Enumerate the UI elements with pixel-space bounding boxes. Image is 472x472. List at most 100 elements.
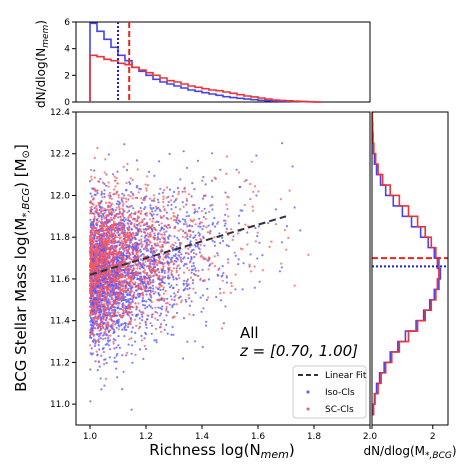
sc-cls-point [126, 162, 129, 166]
iso-cls-point [104, 184, 108, 187]
iso-cls-point [150, 244, 153, 247]
sc-cls-point [90, 330, 93, 333]
iso-cls-point [165, 230, 168, 233]
sc-cls-point [120, 239, 123, 242]
sc-cls-point [168, 268, 171, 271]
iso-cls-point [152, 279, 155, 282]
sc-cls-point [213, 265, 217, 268]
sc-cls-point [118, 243, 121, 246]
sc-cls-point [127, 282, 130, 285]
sc-cls-point [104, 229, 107, 232]
iso-cls-point [89, 368, 92, 371]
sc-cls-point [161, 267, 165, 270]
iso-cls-point [125, 189, 128, 192]
iso-cls-point [117, 259, 120, 262]
iso-cls-point [237, 263, 240, 266]
sc-cls-point [123, 290, 126, 293]
sc-cls-point [127, 194, 130, 197]
iso-cls-point [135, 313, 138, 316]
iso-cls-point [93, 207, 96, 210]
iso-cls-point [173, 292, 176, 295]
sc-cls-point [189, 234, 192, 237]
iso-cls-point [134, 302, 137, 305]
iso-cls-point [182, 150, 185, 153]
sc-cls-point [100, 301, 103, 304]
sc-cls-point [146, 184, 149, 187]
iso-cls-point [209, 204, 212, 207]
sc-cls-point [121, 261, 124, 264]
iso-cls-point [196, 245, 199, 248]
sc-cls-point [127, 228, 130, 231]
scatter-xtick-label: 1.0 [83, 432, 98, 442]
sc-cls-point [154, 327, 157, 330]
sc-cls-point [166, 226, 169, 230]
sc-cls-point [141, 294, 144, 297]
iso-cls-point [124, 218, 127, 221]
sc-cls-point [138, 216, 141, 219]
iso-cls-point [105, 173, 108, 176]
sc-cls-point [136, 168, 139, 171]
iso-cls-point [116, 257, 119, 260]
iso-cls-point [116, 307, 119, 310]
sc-cls-point [165, 196, 168, 199]
iso-cls-point [186, 237, 189, 241]
sc-cls-point [147, 287, 150, 290]
sc-cls-point [103, 262, 106, 265]
sc-cls-point [122, 311, 125, 314]
iso-cls-point [124, 307, 127, 310]
scatter-ytick-label: 12.4 [50, 108, 70, 118]
sc-cls-point [154, 317, 157, 320]
sc-cls-point [99, 242, 103, 246]
iso-cls-point [185, 300, 188, 303]
sc-cls-point [128, 237, 131, 240]
sc-cls-point [113, 226, 116, 229]
iso-cls-point [117, 344, 120, 347]
iso-cls-point [180, 253, 183, 256]
iso-cls-point [148, 304, 151, 307]
iso-cls-point [100, 332, 103, 335]
sc-cls-point [167, 263, 170, 266]
sc-cls-point [111, 320, 114, 323]
sc-cls-point [122, 297, 125, 300]
sc-cls-point [97, 276, 100, 279]
sc-cls-point [119, 215, 122, 218]
iso-cls-point [225, 244, 228, 247]
sc-cls-point [97, 230, 100, 233]
iso-cls-point [100, 218, 103, 221]
sc-cls-point [91, 221, 94, 224]
iso-cls-point [132, 207, 135, 210]
sc-cls-point [126, 231, 129, 234]
iso-cls-point [127, 343, 130, 346]
sc-cls-point [204, 217, 207, 220]
sc-cls-point [175, 218, 178, 221]
sc-cls-point [93, 267, 96, 270]
sc-cls-point [96, 217, 99, 220]
sc-cls-point [134, 211, 137, 214]
iso-cls-point [108, 356, 111, 359]
iso-cls-point [103, 182, 106, 185]
iso-cls-point [224, 213, 227, 216]
sc-cls-point [164, 289, 167, 293]
iso-cls-point [193, 188, 196, 191]
sc-cls-point [230, 284, 233, 288]
iso-cls-point [215, 295, 218, 299]
iso-cls-point [143, 207, 146, 211]
sc-cls-point [131, 243, 134, 246]
scatter-ytick-label: 11.0 [50, 400, 70, 410]
sc-cls-point [112, 305, 115, 309]
sc-cls-point [135, 272, 138, 275]
sc-cls-point [126, 222, 129, 225]
iso-cls-point [185, 166, 189, 169]
sc-cls-point [226, 207, 229, 211]
sc-cls-point [157, 262, 160, 265]
sc-cls-point [118, 299, 121, 302]
iso-cls-point [124, 322, 127, 325]
iso-cls-point [118, 346, 121, 349]
sc-cls-point [175, 271, 178, 274]
sc-cls-point [110, 211, 113, 214]
iso-cls-point [88, 180, 92, 183]
iso-cls-point [116, 376, 119, 379]
scatter-panel: 1.0 1.2 1.4 1.6 1.8 2.011.011.211.411.611.812… [12, 108, 377, 461]
iso-cls-point [157, 232, 160, 235]
sc-cls-point [118, 255, 121, 258]
